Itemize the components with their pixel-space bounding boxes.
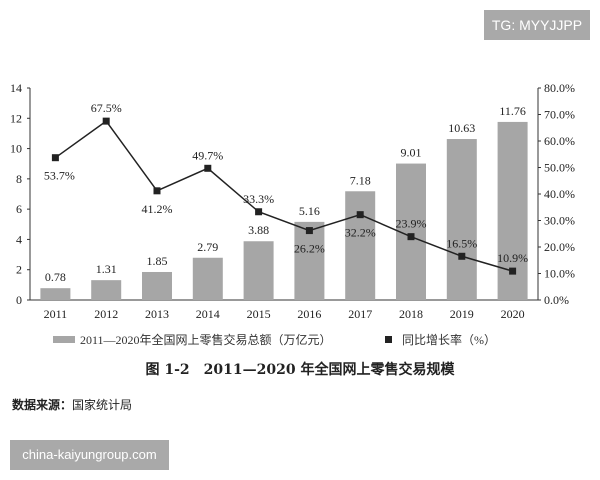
growth-marker <box>153 187 161 195</box>
growth-label: 26.2% <box>294 242 325 256</box>
growth-marker <box>102 117 110 125</box>
right-tick-label: 40.0% <box>544 187 575 201</box>
bar-label: 9.01 <box>401 146 422 160</box>
legend-line-label: 同比增长率（%） <box>402 332 496 347</box>
growth-marker <box>356 211 364 219</box>
growth-marker <box>407 233 415 241</box>
bar <box>345 191 376 300</box>
growth-label: 41.2% <box>142 202 173 216</box>
growth-marker <box>305 227 313 235</box>
left-tick-label: 12 <box>10 111 22 125</box>
bar <box>243 241 274 300</box>
right-tick-label: 70.0% <box>544 108 575 122</box>
bar-label: 0.78 <box>45 270 66 284</box>
growth-label: 32.2% <box>345 226 376 240</box>
x-tick-label: 2015 <box>247 307 271 321</box>
x-tick-label: 2014 <box>196 307 220 321</box>
growth-label: 67.5% <box>91 101 122 115</box>
watermark-bottom: china-kaiyungroup.com <box>10 440 169 470</box>
bar <box>40 288 71 300</box>
left-tick-label: 4 <box>16 232 22 246</box>
right-tick-label: 20.0% <box>544 240 575 254</box>
left-tick-label: 14 <box>10 81 22 95</box>
bar-label: 10.63 <box>448 121 475 135</box>
bar-label: 5.16 <box>299 204 320 218</box>
growth-label: 33.3% <box>243 192 274 206</box>
bar-label: 2.79 <box>197 240 218 254</box>
growth-marker <box>255 208 263 216</box>
left-tick-label: 10 <box>10 142 22 156</box>
x-tick-label: 2020 <box>501 307 525 321</box>
growth-marker <box>509 267 517 275</box>
right-tick-label: 50.0% <box>544 161 575 175</box>
left-tick-label: 8 <box>16 172 22 186</box>
left-tick-label: 0 <box>16 293 22 307</box>
bar <box>142 271 172 300</box>
bar-label: 3.88 <box>248 223 269 237</box>
right-tick-label: 10.0% <box>544 267 575 281</box>
bar-label: 7.18 <box>350 173 371 187</box>
watermark-top: TG: MYYJJPP <box>484 10 590 40</box>
bar-label: 11.76 <box>499 104 526 118</box>
source-value: 国家统计局 <box>72 398 133 412</box>
growth-label: 53.7% <box>44 169 75 183</box>
growth-marker <box>204 164 212 172</box>
data-source: 数据来源：国家统计局 <box>12 396 132 413</box>
growth-label: 23.9% <box>396 217 427 231</box>
legend-line-swatch <box>385 336 392 343</box>
growth-line <box>54 120 513 272</box>
growth-label: 16.5% <box>446 236 477 250</box>
growth-marker <box>458 252 466 260</box>
bar <box>192 257 223 300</box>
source-label: 数据来源： <box>12 398 73 412</box>
right-tick-label: 0.0% <box>544 293 569 307</box>
bar-label: 1.85 <box>147 254 168 268</box>
left-tick-label: 2 <box>16 263 22 277</box>
right-tick-label: 30.0% <box>544 214 575 228</box>
growth-label: 10.9% <box>497 251 528 265</box>
legend-bar-label: 2011—2020年全国网上零售交易总额（万亿元） <box>80 332 332 347</box>
chart: 0 2 4 6 8 10 12 14 0.0% 10.0% 20.0% 30.0% 40.0% 50.0%… <box>10 81 575 347</box>
x-tick-label: 2013 <box>145 307 169 321</box>
bar <box>91 280 122 300</box>
legend-bar-swatch <box>53 336 75 343</box>
x-tick-label: 2016 <box>297 307 321 321</box>
growth-marker <box>51 154 59 162</box>
x-tick-label: 2018 <box>399 307 423 321</box>
bar <box>446 139 477 300</box>
bar-label: 1.31 <box>96 262 117 276</box>
growth-label: 49.7% <box>192 148 223 162</box>
right-tick-label: 60.0% <box>544 134 575 148</box>
figure-caption: 图 1-2 2011—2020 年全国网上零售交易规模 <box>145 362 455 378</box>
x-tick-label: 2017 <box>348 307 372 321</box>
x-tick-label: 2019 <box>450 307 474 321</box>
x-tick-label: 2011 <box>44 307 68 321</box>
x-tick-label: 2012 <box>94 307 118 321</box>
left-tick-label: 6 <box>16 202 22 216</box>
right-tick-label: 80.0% <box>544 81 575 95</box>
bar <box>294 221 325 300</box>
